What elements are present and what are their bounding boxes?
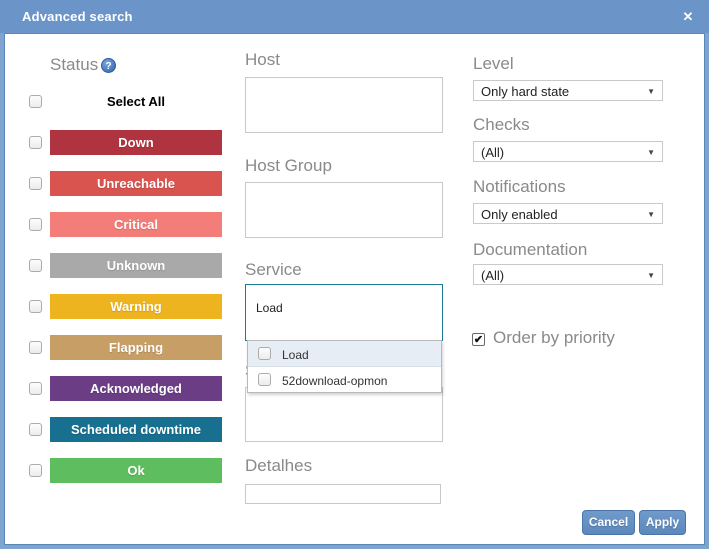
notifications-select-value: Only enabled	[481, 207, 558, 222]
cancel-button[interactable]: Cancel	[582, 510, 635, 535]
status-pill-unknown[interactable]: Unknown	[50, 253, 222, 278]
status-checkbox-acknowledged[interactable]	[29, 382, 42, 395]
suggestion-item-52download-opmon[interactable]: 52download-opmon	[248, 367, 441, 393]
order-by-priority-label: Order by priority	[493, 328, 615, 347]
status-pill-acknowledged[interactable]: Acknowledged	[50, 376, 222, 401]
notifications-select[interactable]: Only enabled ▼	[473, 203, 663, 224]
status-pill-flapping[interactable]: Flapping	[50, 335, 222, 360]
status-checkbox-scheduled-downtime[interactable]	[29, 423, 42, 436]
status-pill-ok[interactable]: Ok	[50, 458, 222, 483]
status-pill-scheduled-downtime[interactable]: Scheduled downtime	[50, 417, 222, 442]
status-checkbox-down[interactable]	[29, 136, 42, 149]
help-icon[interactable]: ?	[101, 58, 116, 73]
checks-label: Checks	[473, 115, 530, 134]
status-pill-warning[interactable]: Warning	[50, 294, 222, 319]
host-group-label: Host Group	[245, 156, 332, 175]
status-checkbox-flapping[interactable]	[29, 341, 42, 354]
host-textarea[interactable]	[245, 77, 443, 133]
status-checkbox-ok[interactable]	[29, 464, 42, 477]
notifications-label: Notifications	[473, 177, 566, 196]
close-icon[interactable]: ✕	[682, 9, 694, 24]
checks-select-value: (All)	[481, 145, 505, 160]
dialog-title: Advanced search	[22, 9, 133, 24]
details-label: Detalhes	[245, 456, 313, 475]
chevron-down-icon: ▼	[647, 148, 655, 157]
checks-select[interactable]: (All) ▼	[473, 141, 663, 162]
documentation-select-value: (All)	[481, 268, 505, 283]
details-input[interactable]	[245, 484, 441, 504]
documentation-select[interactable]: (All) ▼	[473, 264, 663, 285]
documentation-label: Documentation	[473, 240, 588, 259]
status-pill-critical[interactable]: Critical	[50, 212, 222, 237]
suggestion-label: 52download-opmon	[282, 374, 388, 388]
status-pill-select-all[interactable]: Select All	[106, 94, 166, 109]
status-checkbox-unreachable[interactable]	[29, 177, 42, 190]
status-checkbox-select-all[interactable]	[29, 95, 42, 108]
status-pill-down[interactable]: Down	[50, 130, 222, 155]
host-label: Host	[245, 50, 280, 69]
chevron-down-icon: ▼	[647, 210, 655, 219]
status-pill-unreachable[interactable]: Unreachable	[50, 171, 222, 196]
status-section-label: Status	[50, 55, 99, 74]
service-label: Service	[245, 260, 302, 279]
dialog-titlebar: Advanced search ✕	[0, 0, 709, 33]
chevron-down-icon: ▼	[647, 87, 655, 96]
status-checkbox-critical[interactable]	[29, 218, 42, 231]
status-checkbox-unknown[interactable]	[29, 259, 42, 272]
suggestion-checkbox-52download-opmon[interactable]	[258, 373, 271, 386]
service-group-textarea[interactable]	[245, 387, 443, 442]
suggestion-item-load[interactable]: Load	[248, 341, 441, 367]
host-group-textarea[interactable]	[245, 182, 443, 238]
level-label: Level	[473, 54, 514, 73]
suggestion-label: Load	[282, 348, 309, 362]
service-suggestions-dropdown: Load 52download-opmon	[247, 340, 442, 393]
service-textarea[interactable]: Load	[245, 284, 443, 341]
chevron-down-icon: ▼	[647, 271, 655, 280]
order-by-priority-checkbox[interactable]: ✔	[472, 333, 485, 346]
status-checkbox-warning[interactable]	[29, 300, 42, 313]
suggestion-checkbox-load[interactable]	[258, 347, 271, 360]
level-select[interactable]: Only hard state ▼	[473, 80, 663, 101]
apply-button[interactable]: Apply	[639, 510, 686, 535]
level-select-value: Only hard state	[481, 84, 570, 99]
